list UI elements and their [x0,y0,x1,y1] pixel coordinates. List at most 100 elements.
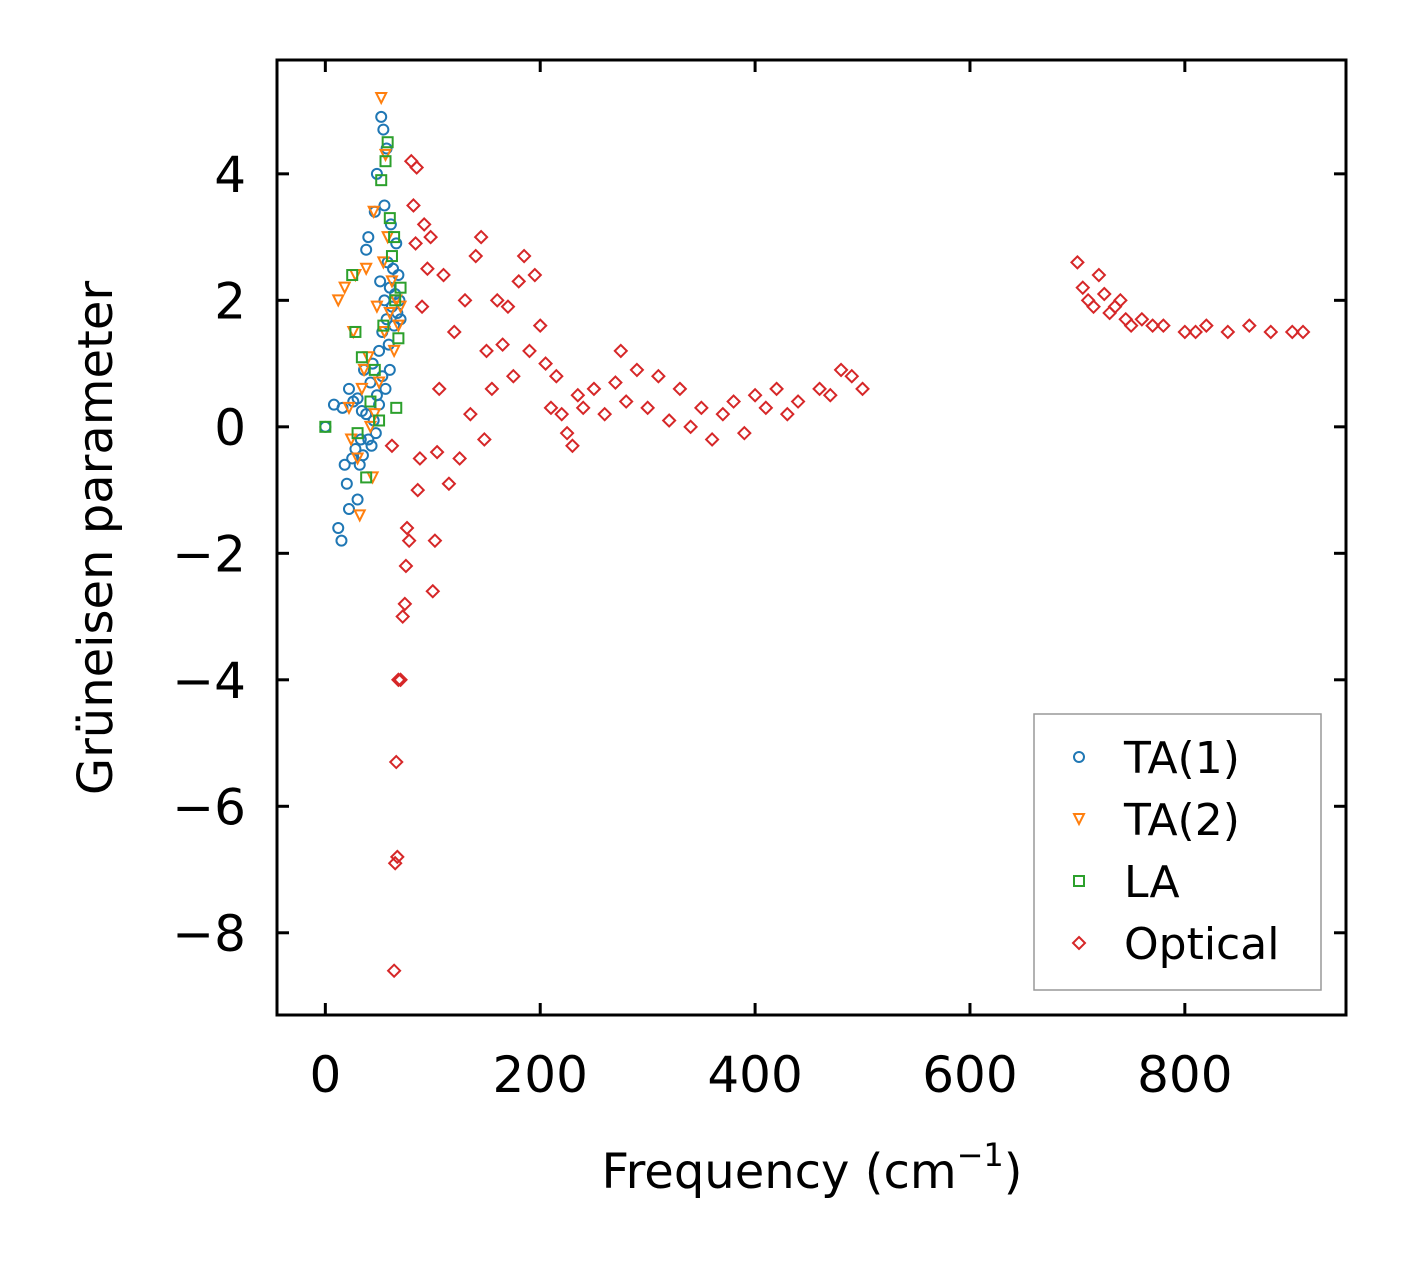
data-point [374,91,388,106]
data-point [388,231,401,244]
data-point [855,381,870,397]
data-point [348,269,363,283]
data-point [1188,324,1204,340]
data-point [683,419,699,435]
data-point [441,476,457,492]
data-point [429,444,445,460]
data-point [446,324,462,340]
data-point [489,292,505,308]
data-point [613,343,629,359]
legend-label-ta2: TA(2) [1123,795,1240,846]
data-point [380,142,393,155]
data-point [1284,324,1300,340]
data-point [342,382,355,395]
data-point [1145,318,1161,334]
data-point [1295,324,1311,340]
data-point [388,754,404,770]
data-point [1134,311,1150,327]
data-point [532,318,548,334]
data-point [351,493,364,506]
data-point [387,344,401,359]
data-point [378,148,393,163]
x-axis-label: Frequency (cm−1) [601,1136,1022,1200]
data-point [747,387,763,403]
data-point [357,363,371,378]
data-point [608,375,623,390]
data-point [362,433,375,446]
data-point [390,401,403,414]
data-point [319,420,332,433]
data-point [779,406,795,422]
data-point [385,275,399,289]
data-point [822,387,838,403]
data-point [331,294,345,308]
y-tick-label: −4 [172,652,246,710]
data-point [479,343,494,359]
data-point [319,420,332,433]
y-tick-label: −8 [172,905,246,963]
data-point [368,363,381,376]
data-point [392,332,405,345]
data-point [349,325,362,338]
data-point [495,337,511,353]
data-point [377,123,390,136]
data-point [384,218,397,231]
data-point [370,300,384,314]
data-point [383,306,397,321]
data-point [436,267,451,283]
data-point [350,452,365,466]
series-ta-2- [331,91,408,523]
data-point [332,522,345,535]
data-point [412,451,428,466]
legend-markers [1071,751,1087,951]
legend-marker [1073,875,1085,887]
data-point [844,368,860,384]
data-point [505,368,521,384]
data-point [554,406,570,422]
data-point [367,205,381,220]
data-point [736,425,752,441]
y-tick-label: −6 [172,778,246,836]
data-point [427,533,443,549]
data-point [355,382,369,397]
data-point [372,376,386,390]
data-point [1096,286,1112,302]
data-point [543,400,559,416]
data-point [366,357,379,370]
data-point [559,425,575,441]
data-point [387,855,403,871]
data-point [375,110,388,123]
data-point [342,401,356,416]
data-point [452,451,468,466]
y-tick-label: −2 [172,525,246,583]
data-point [704,432,720,447]
data-point [346,269,359,282]
data-point [360,243,373,256]
data-point [389,849,405,865]
data-point [408,235,424,251]
data-point [758,400,774,416]
legend-marker [1073,751,1085,763]
data-point [1091,267,1107,283]
data-point [379,155,392,168]
series-la [319,136,407,484]
data-point [425,583,441,599]
legend-label-la: LA [1124,857,1180,908]
data-point [374,275,387,288]
data-point [586,381,602,397]
data-point [383,363,396,376]
data-point [361,351,375,365]
data-point [1075,280,1091,296]
data-point [468,248,484,264]
data-point [377,319,390,332]
data-point [473,229,489,245]
data-point [812,381,827,397]
data-point [1241,318,1257,334]
data-point [431,381,447,397]
data-point [419,261,435,277]
data-point [1123,318,1139,334]
plot-area-points [319,91,1311,979]
data-point [335,534,348,547]
data-point [398,558,414,574]
